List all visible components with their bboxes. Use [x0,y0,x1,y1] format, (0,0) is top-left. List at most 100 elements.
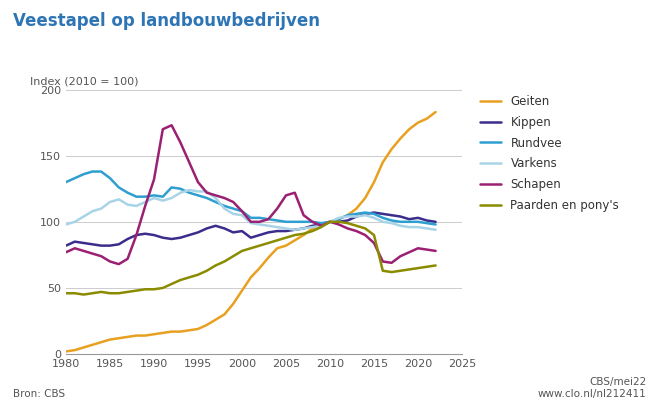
Geiten [71,348,79,352]
Rundvee [361,210,369,215]
Paarden en pony's [255,243,263,248]
Schapen [220,195,228,200]
Geiten [194,326,202,331]
Rundvee [387,218,395,223]
Kippen [326,219,334,224]
Rundvee [397,219,405,224]
Paarden en pony's [414,266,422,271]
Kippen [335,219,343,224]
Schapen [203,190,211,195]
Paarden en pony's [123,289,131,294]
Paarden en pony's [432,263,440,268]
Rundvee [88,169,96,174]
Rundvee [265,217,273,221]
Rundvee [317,221,325,225]
Paarden en pony's [97,289,105,294]
Rundvee [168,185,176,190]
Paarden en pony's [352,223,360,228]
Rundvee [185,190,193,195]
Geiten [344,213,352,218]
Kippen [159,235,167,240]
Paarden en pony's [291,232,299,237]
Kippen [220,226,228,231]
Geiten [247,275,255,280]
Rundvee [115,185,123,190]
Kippen [352,214,360,219]
Paarden en pony's [282,235,290,240]
Paarden en pony's [185,275,193,280]
Rundvee [291,219,299,224]
Varkens [414,225,422,230]
Kippen [317,222,325,227]
Schapen [238,209,246,214]
Rundvee [220,204,228,208]
Schapen [255,219,263,224]
Varkens [282,226,290,231]
Varkens [432,227,440,232]
Varkens [273,225,281,230]
Rundvee [203,195,211,200]
Varkens [123,202,131,207]
Kippen [414,215,422,220]
Geiten [150,332,158,337]
Rundvee [80,172,88,177]
Geiten [273,246,281,251]
Geiten [414,120,422,125]
Paarden en pony's [405,267,413,272]
Paarden en pony's [238,248,246,253]
Paarden en pony's [220,259,228,264]
Schapen [88,251,96,256]
Rundvee [212,199,220,204]
Line: Kippen: Kippen [66,212,436,245]
Schapen [115,262,123,267]
Varkens [370,215,378,220]
Geiten [265,255,273,260]
Paarden en pony's [335,219,343,224]
Varkens [247,221,255,225]
Varkens [326,219,334,224]
Paarden en pony's [344,221,352,225]
Geiten [352,206,360,211]
Geiten [62,349,70,354]
Paarden en pony's [387,269,395,274]
Kippen [361,212,369,217]
Geiten [123,335,131,339]
Paarden en pony's [176,278,184,282]
Schapen [361,232,369,237]
Paarden en pony's [229,254,237,259]
Paarden en pony's [203,268,211,273]
Rundvee [344,213,352,218]
Kippen [133,232,141,237]
Varkens [344,214,352,219]
Geiten [159,330,167,335]
Varkens [88,209,96,214]
Schapen [387,260,395,265]
Kippen [291,227,299,232]
Schapen [379,259,387,264]
Legend: Geiten, Kippen, Rundvee, Varkens, Schapen, Paarden en pony's: Geiten, Kippen, Rundvee, Varkens, Schape… [480,96,619,212]
Rundvee [238,209,246,214]
Line: Rundvee: Rundvee [66,172,436,225]
Varkens [159,198,167,203]
Schapen [247,219,255,224]
Rundvee [194,193,202,198]
Varkens [168,195,176,200]
Kippen [432,219,440,224]
Varkens [423,226,431,231]
Rundvee [379,215,387,220]
Schapen [432,248,440,253]
Varkens [238,213,246,218]
Kippen [282,229,290,234]
Kippen [247,235,255,240]
Varkens [133,204,141,208]
Kippen [80,241,88,245]
Geiten [97,340,105,345]
Kippen [229,230,237,235]
Line: Varkens: Varkens [66,190,436,230]
Paarden en pony's [273,238,281,243]
Varkens [335,215,343,220]
Paarden en pony's [133,288,141,293]
Rundvee [123,190,131,195]
Kippen [397,214,405,219]
Geiten [387,147,395,151]
